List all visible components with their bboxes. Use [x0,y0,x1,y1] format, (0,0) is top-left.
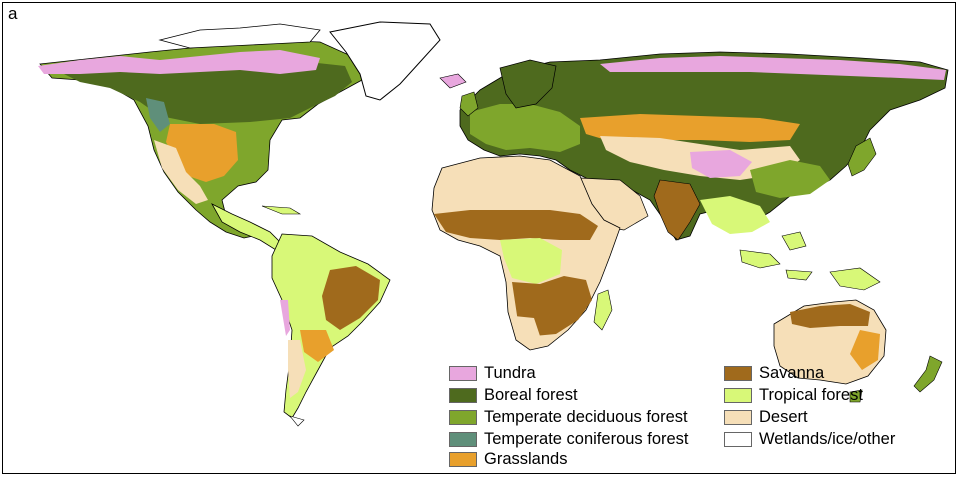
legend-swatch [724,387,752,403]
legend-label: Wetlands/ice/other [759,429,896,448]
legend-swatch [449,431,477,447]
savanna-sahel [434,210,598,240]
tundra-tibet [690,150,752,178]
new-guinea [829,267,881,291]
north-america [38,21,441,251]
legend-item-savanna: Savanna [724,364,824,382]
scandinavia [499,59,557,109]
legend-swatch [449,409,477,425]
cuba [261,205,302,215]
legend-label: Grasslands [484,449,568,468]
tundra-na [38,50,320,74]
legend-label: Savanna [759,363,825,382]
tropical-congo [500,238,562,284]
legend-label: Desert [759,407,808,426]
tropical-se-asia [700,196,770,234]
grasslands-sa [300,330,334,362]
grasslands-steppe [580,114,800,142]
legend-label: Temperate coniferous forest [484,429,689,448]
legend-swatch [724,409,752,425]
legend-swatch [724,365,752,381]
legend-item-tropical-forest: Tropical forest [724,386,863,404]
british-isles [459,91,479,117]
temperate-china [750,160,830,198]
japan [847,137,877,177]
boreal-forest-na [60,58,352,124]
africa [431,155,621,351]
legend-swatch [449,451,477,467]
legend-item-desert: Desert [724,408,808,426]
desert-sa [288,340,306,398]
panel-letter: a [8,4,18,23]
legend-item-temperate-deciduous-forest: Temperate deciduous forest [449,408,688,426]
legend-item-temperate-coniferous-forest: Temperate coniferous forest [449,430,689,448]
south-america [271,233,391,427]
legend-swatch [449,387,477,403]
arctic-islands [158,23,321,49]
india [653,179,701,241]
legend-swatch [724,431,752,447]
legend-item-grasslands: Grasslands [449,450,567,468]
greenland [329,21,441,101]
legend-label: Tundra [484,363,536,382]
temperate-europe [470,104,580,152]
legend-item-boreal-forest: Boreal forest [449,386,578,404]
tundra-andes [280,300,290,336]
grasslands-east-australia [850,330,880,370]
indonesia [739,231,813,281]
iceland [439,73,467,89]
legend-label: Tropical forest [759,385,863,404]
legend-label: Temperate deciduous forest [484,407,688,426]
tasmania [849,389,863,403]
legend-swatch [449,365,477,381]
desert-kalahari [514,316,540,344]
madagascar [593,289,613,331]
tundra-eurasia [600,56,946,80]
desert-na [154,140,208,204]
new-zealand [913,355,943,393]
eurasia [439,51,949,241]
tierra-del-fuego [289,415,305,427]
coniferous-na [146,98,170,132]
legend-label: Boreal forest [484,385,578,404]
savanna-north-australia [790,304,870,328]
savanna-sa [322,266,380,330]
legend-item-tundra: Tundra [449,364,536,382]
australia [739,231,943,403]
legend-item-wetlands-ice-other: Wetlands/ice/other [724,430,895,448]
